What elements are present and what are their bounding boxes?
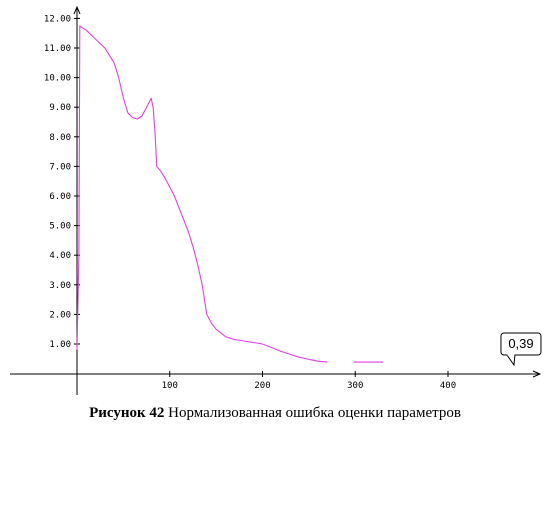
x-tick-label: 400 (440, 381, 456, 391)
figure-caption: Рисунок 42 Нормализованная ошибка оценки… (0, 405, 550, 422)
chart: 1.00 2.00 3.00 4.00 5.00 6.00 7.00 8.00 9.00 10.0… (10, 5, 542, 395)
y-tick-label: 4.00 (49, 251, 71, 261)
y-tick-label: 10.00 (44, 74, 71, 84)
x-tick-label: 100 (162, 381, 178, 391)
callout-box (500, 332, 542, 356)
x-tick-label: 200 (254, 381, 270, 391)
y-tick-label: 8.00 (49, 133, 71, 143)
x-tick-label: 300 (347, 381, 363, 391)
y-tick-label: 9.00 (49, 103, 71, 113)
y-tick-label: 7.00 (49, 162, 71, 172)
y-tick-label: 2.00 (49, 310, 71, 320)
y-tick-label: 6.00 (49, 192, 71, 202)
y-tick-label: 12.00 (44, 14, 71, 24)
y-tick-label: 11.00 (44, 44, 71, 54)
y-tick-label: 5.00 (49, 222, 71, 232)
x-axis-arrow (532, 370, 542, 378)
y-tick-label: 1.00 (49, 340, 71, 350)
y-axis-arrow (73, 5, 81, 15)
series-line-1 (76, 25, 328, 363)
caption-text: Нормализованная ошибка оценки параметров (164, 405, 461, 421)
callout-pointer (506, 354, 516, 367)
callout-label: 0,39 (508, 336, 533, 351)
caption-prefix: Рисунок 42 (89, 405, 165, 421)
y-tick-label: 3.00 (49, 281, 71, 291)
